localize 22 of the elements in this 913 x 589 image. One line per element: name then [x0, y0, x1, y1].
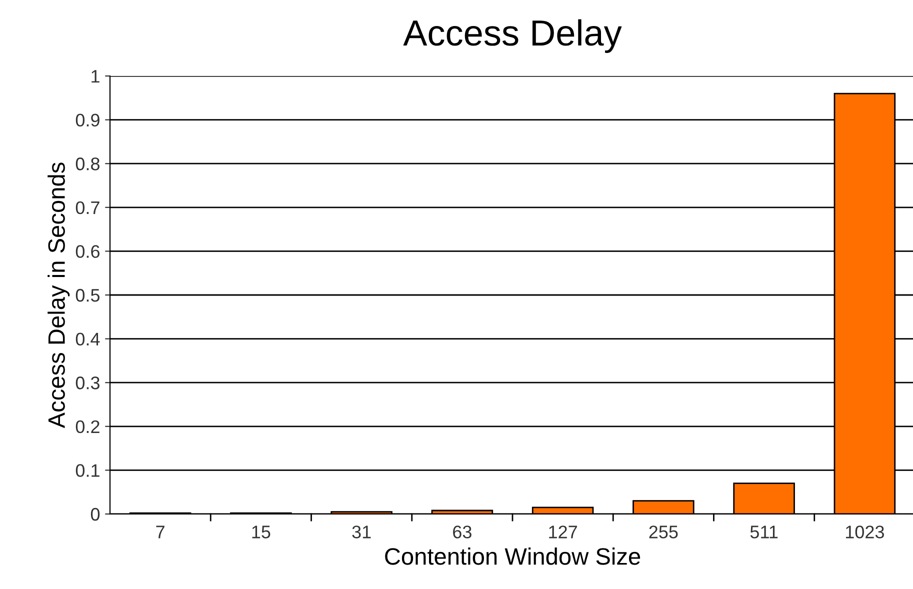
x-tick-label: 15 [252, 526, 270, 538]
y-tick-label: 0.5 [76, 288, 100, 302]
y-tick-label: 0.4 [76, 332, 100, 346]
y-tick-label: 0.8 [76, 158, 100, 170]
x-tick-label: 255 [649, 526, 678, 538]
x-tick-label: 31 [352, 526, 371, 538]
y-tick-label: 0.6 [76, 245, 100, 258]
y-tick-label: 0.7 [76, 201, 100, 214]
y-tick-label: 0.1 [76, 464, 100, 477]
y-axis-title: Access Delay in Seconds [48, 162, 70, 428]
y-tick-label: 0.3 [76, 376, 100, 390]
x-tick-label: 7 [156, 526, 164, 538]
x-tick-label: 511 [750, 526, 778, 538]
y-tick-label: 0 [90, 508, 100, 521]
x-tick-label: 1023 [846, 526, 884, 538]
x-tick-label: 63 [453, 526, 472, 538]
x-axis-title: Contention Window Size [385, 548, 640, 565]
chart-title: Access Delay [403, 19, 622, 53]
y-tick-label: 0.2 [76, 420, 100, 434]
x-tick-label: 127 [549, 526, 577, 538]
y-tick-label: 1 [92, 70, 100, 83]
y-tick-label: 0.9 [76, 114, 100, 127]
